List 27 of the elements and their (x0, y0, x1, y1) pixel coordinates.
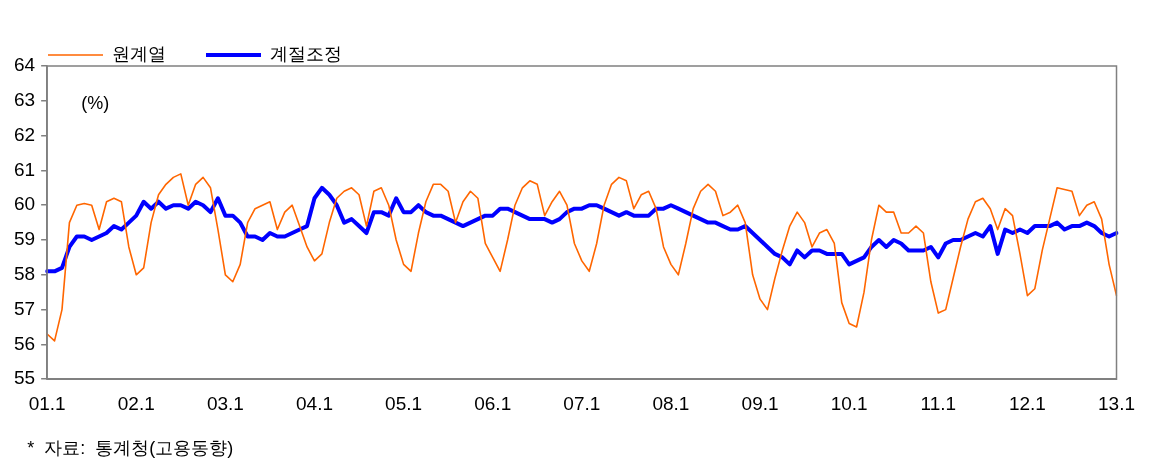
x-tick-label: 02.1 (117, 392, 155, 414)
x-tick-label: 01.1 (28, 392, 66, 414)
x-tick-label: 03.1 (206, 392, 244, 414)
y-tick-label: 60 (13, 193, 36, 215)
y-tick-label: 63 (13, 89, 36, 111)
x-tick-label: 05.1 (385, 392, 423, 414)
x-tick-label: 12.1 (1008, 392, 1046, 414)
y-tick-label: 57 (13, 297, 36, 319)
x-tick-label: 13.1 (1098, 392, 1135, 414)
legend-label: 계절조정 (270, 43, 342, 64)
x-tick-label: 04.1 (295, 392, 333, 414)
y-tick-label: 64 (13, 54, 36, 76)
y-tick-label: 58 (13, 263, 36, 285)
y-tick-label: 59 (13, 228, 36, 250)
text: * 자료: 통계청(고용동향) (27, 438, 234, 458)
y-tick-label: 56 (13, 332, 36, 354)
y-tick-label: 55 (13, 367, 36, 389)
x-tick-label: 09.1 (741, 392, 779, 414)
x-tick-label: 08.1 (652, 392, 690, 414)
x-tick-label: 11.1 (920, 392, 957, 414)
x-tick-label: 07.1 (563, 392, 601, 414)
x-tick-label: 06.1 (474, 392, 512, 414)
y-tick-label: 62 (13, 123, 36, 145)
legend-label: 원계열 (112, 43, 166, 64)
y-axis-title: (%) (81, 92, 110, 113)
x-tick-label: 10.1 (830, 392, 868, 414)
y-tick-label: 61 (13, 158, 36, 180)
